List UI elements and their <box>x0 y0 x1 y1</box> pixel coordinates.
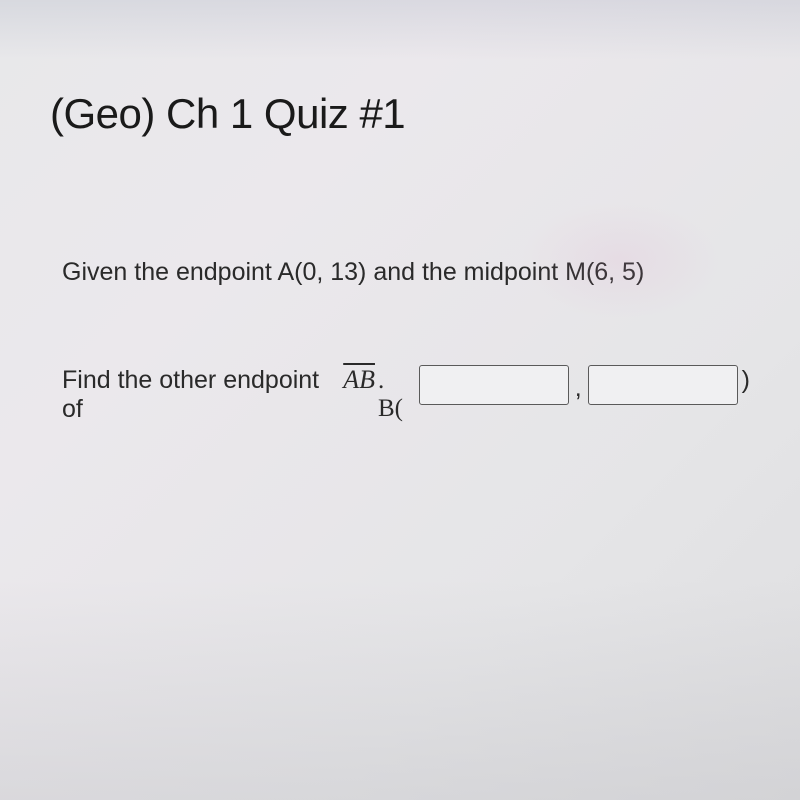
question-given-text: Given the endpoint A(0, 13) and the midp… <box>62 258 750 287</box>
close-paren: ) <box>742 366 750 395</box>
answer-row: Find the other endpoint of AB . B( , ) <box>62 362 750 424</box>
endpoint-x-input[interactable] <box>419 365 569 405</box>
endpoint-y-input[interactable] <box>588 365 738 405</box>
point-b-open-paren: . B( <box>378 367 415 423</box>
quiz-title: (Geo) Ch 1 Quiz #1 <box>50 90 750 138</box>
coordinate-comma: , <box>575 374 582 403</box>
segment-ab-label: AB <box>341 365 377 395</box>
find-prefix-text: Find the other endpoint of <box>62 366 341 424</box>
